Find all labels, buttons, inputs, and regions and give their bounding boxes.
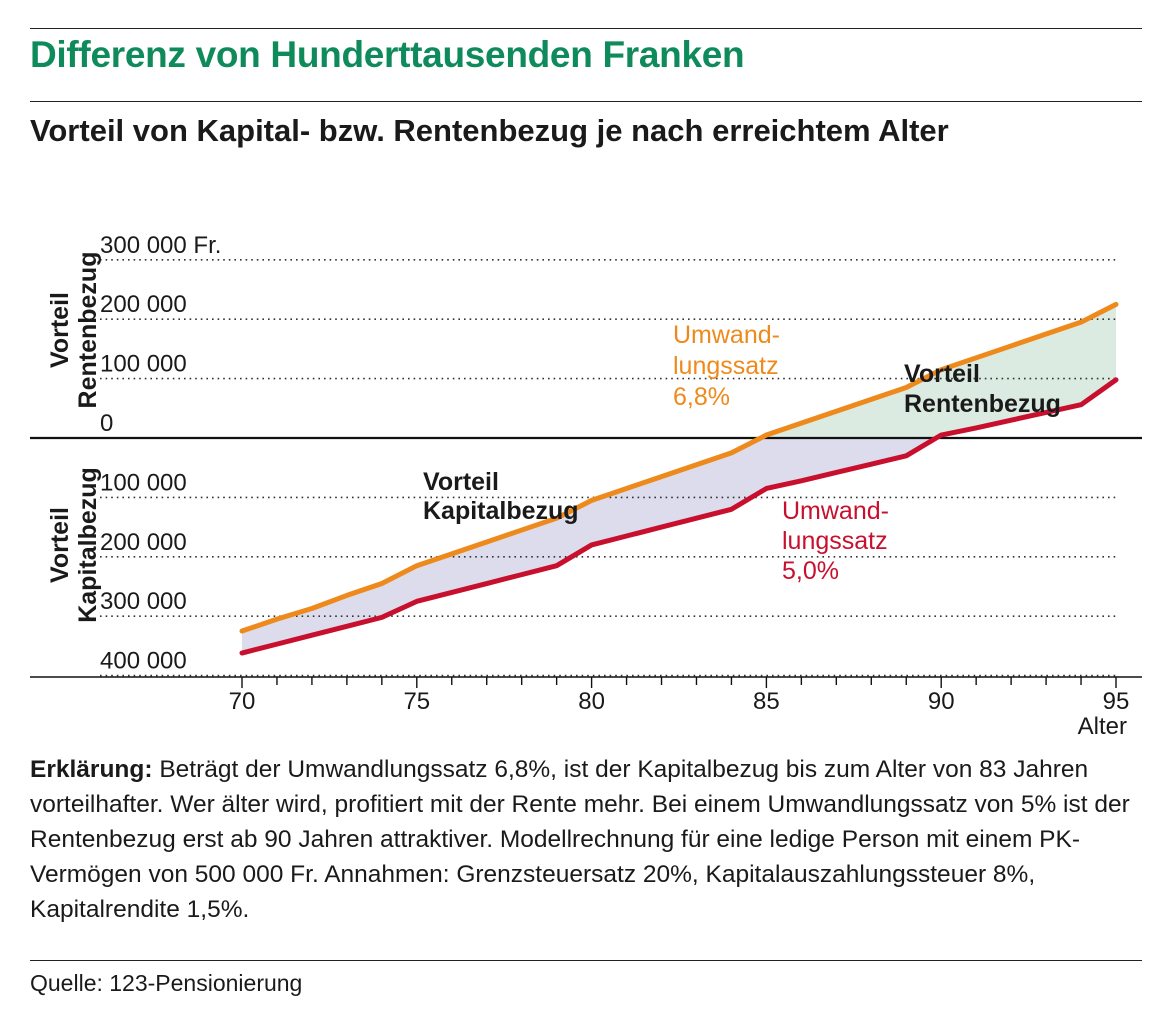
- advantage-areas: [242, 304, 1116, 654]
- y-tick-label: 300 000: [100, 588, 187, 615]
- annotations: Umwand-lungssatz 6,8%Umwand-lungssatz 5,0%…: [423, 321, 1061, 585]
- x-tick-label: 90: [928, 688, 955, 715]
- y-tick-label: 400 000: [100, 648, 187, 675]
- y-axis-labels: VorteilRentenbezug VorteilKapitalbezug: [46, 252, 102, 623]
- y-tick-labels: 300 000 Fr. 200 000 100 000 0 100 000 200 000…: [100, 232, 221, 675]
- explanation-text: Beträgt der Umwandlungssatz 6,8%, ist de…: [30, 756, 1130, 923]
- area-label-kapitalbezug: Vorteil Kapitalbezug: [423, 468, 579, 525]
- y-tick-label: 300 000 Fr.: [100, 232, 221, 259]
- line-chart: 300 000 Fr. 200 000 100 000 0 100 000 200 000…: [30, 232, 1142, 740]
- y-tick-label: 200 000: [100, 529, 187, 556]
- x-tick-label: 80: [578, 688, 605, 715]
- series-label-5-0: Umwand-lungssatz 5,0%: [782, 497, 889, 585]
- area-label-rentenbezug: Vorteil Rentenbezug: [904, 360, 1061, 418]
- chart-subtitle: Vorteil von Kapital- bzw. Rentenbezug je…: [30, 113, 949, 148]
- x-axis-label: Alter: [1078, 713, 1127, 740]
- y-axis-label-kapitalbezug: VorteilKapitalbezug: [46, 467, 102, 623]
- title-rule: [30, 101, 1142, 102]
- y-tick-label: 200 000: [100, 291, 187, 318]
- x-tick-label: 85: [753, 688, 780, 715]
- y-axis-label-rentenbezug: VorteilRentenbezug: [46, 252, 102, 409]
- axes: [30, 436, 1142, 688]
- footer-rule: [30, 960, 1142, 961]
- series-label-6-8: Umwand-lungssatz 6,8%: [673, 321, 780, 411]
- top-rule: [30, 28, 1142, 29]
- x-tick-label: 75: [403, 688, 430, 715]
- explanation-lead: Erklärung:: [30, 756, 153, 783]
- explanation-note: Erklärung: Beträgt der Umwandlungssatz 6…: [30, 752, 1142, 927]
- y-tick-label: 100 000: [100, 469, 187, 496]
- y-tick-label: 0: [100, 410, 113, 437]
- chart-title: Differenz von Hunderttausenden Franken: [30, 34, 745, 75]
- area-rentenbezug: [242, 304, 1116, 438]
- area-kapitalbezug: [242, 438, 1116, 654]
- gridlines: [100, 258, 1116, 677]
- series-lines: [239, 301, 1119, 656]
- source-text: Quelle: 123-Pensionierung: [30, 970, 303, 996]
- series-line-2: [239, 377, 1119, 656]
- y-tick-label: 100 000: [100, 351, 187, 378]
- x-tick-label: 70: [229, 688, 256, 715]
- x-tick-label: 95: [1103, 688, 1130, 715]
- series-line-1: [239, 301, 1119, 634]
